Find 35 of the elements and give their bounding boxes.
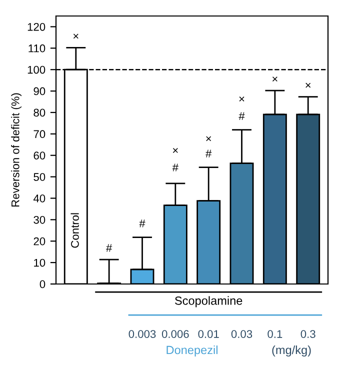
y-tick-label: 40 [33,194,46,202]
annotation: # [206,150,212,158]
annotation: # [106,244,112,252]
y-tick-label: 50 [34,173,46,181]
x-tick-label: 0.1 [268,330,282,338]
y-tick-label: 70 [34,130,46,138]
y-tick-label: 120 [28,22,46,31]
annotation: × [172,148,178,153]
x-tick-label: 0.003 [128,330,156,338]
y-tick-label: 80 [34,108,46,117]
annotation: # [238,112,245,120]
x-tick-label: 0.03 [231,330,252,338]
y-tick-label: 100 [28,66,46,74]
text: Donepezil [166,345,218,357]
x-tick-label: Control [70,213,79,248]
y-tick-label: 0 [40,280,46,288]
x-tick-label: 0.006 [162,330,189,338]
y-axis-title: Reversion of deficit (%) [11,93,22,207]
y-tick-label: 110 [28,44,46,52]
text: Scopolamine [175,296,242,308]
y-tick-label: 90 [34,87,46,96]
y-tick-label: 20 [34,237,46,246]
annotation: # [172,164,178,172]
annotation: × [206,136,212,142]
x-tick-label: 0.01 [198,330,219,338]
y-tick-label: 10 [34,258,46,267]
y-tick-label: 30 [34,216,46,224]
text: (mg/kg) [272,345,311,357]
x-tick-label: 0.3 [300,330,316,338]
annotation: × [239,96,244,102]
y-tick-label: 60 [34,152,46,160]
annotation: # [139,220,146,228]
annotation: × [272,76,278,82]
annotation: × [306,82,311,88]
annotation: × [73,34,78,39]
